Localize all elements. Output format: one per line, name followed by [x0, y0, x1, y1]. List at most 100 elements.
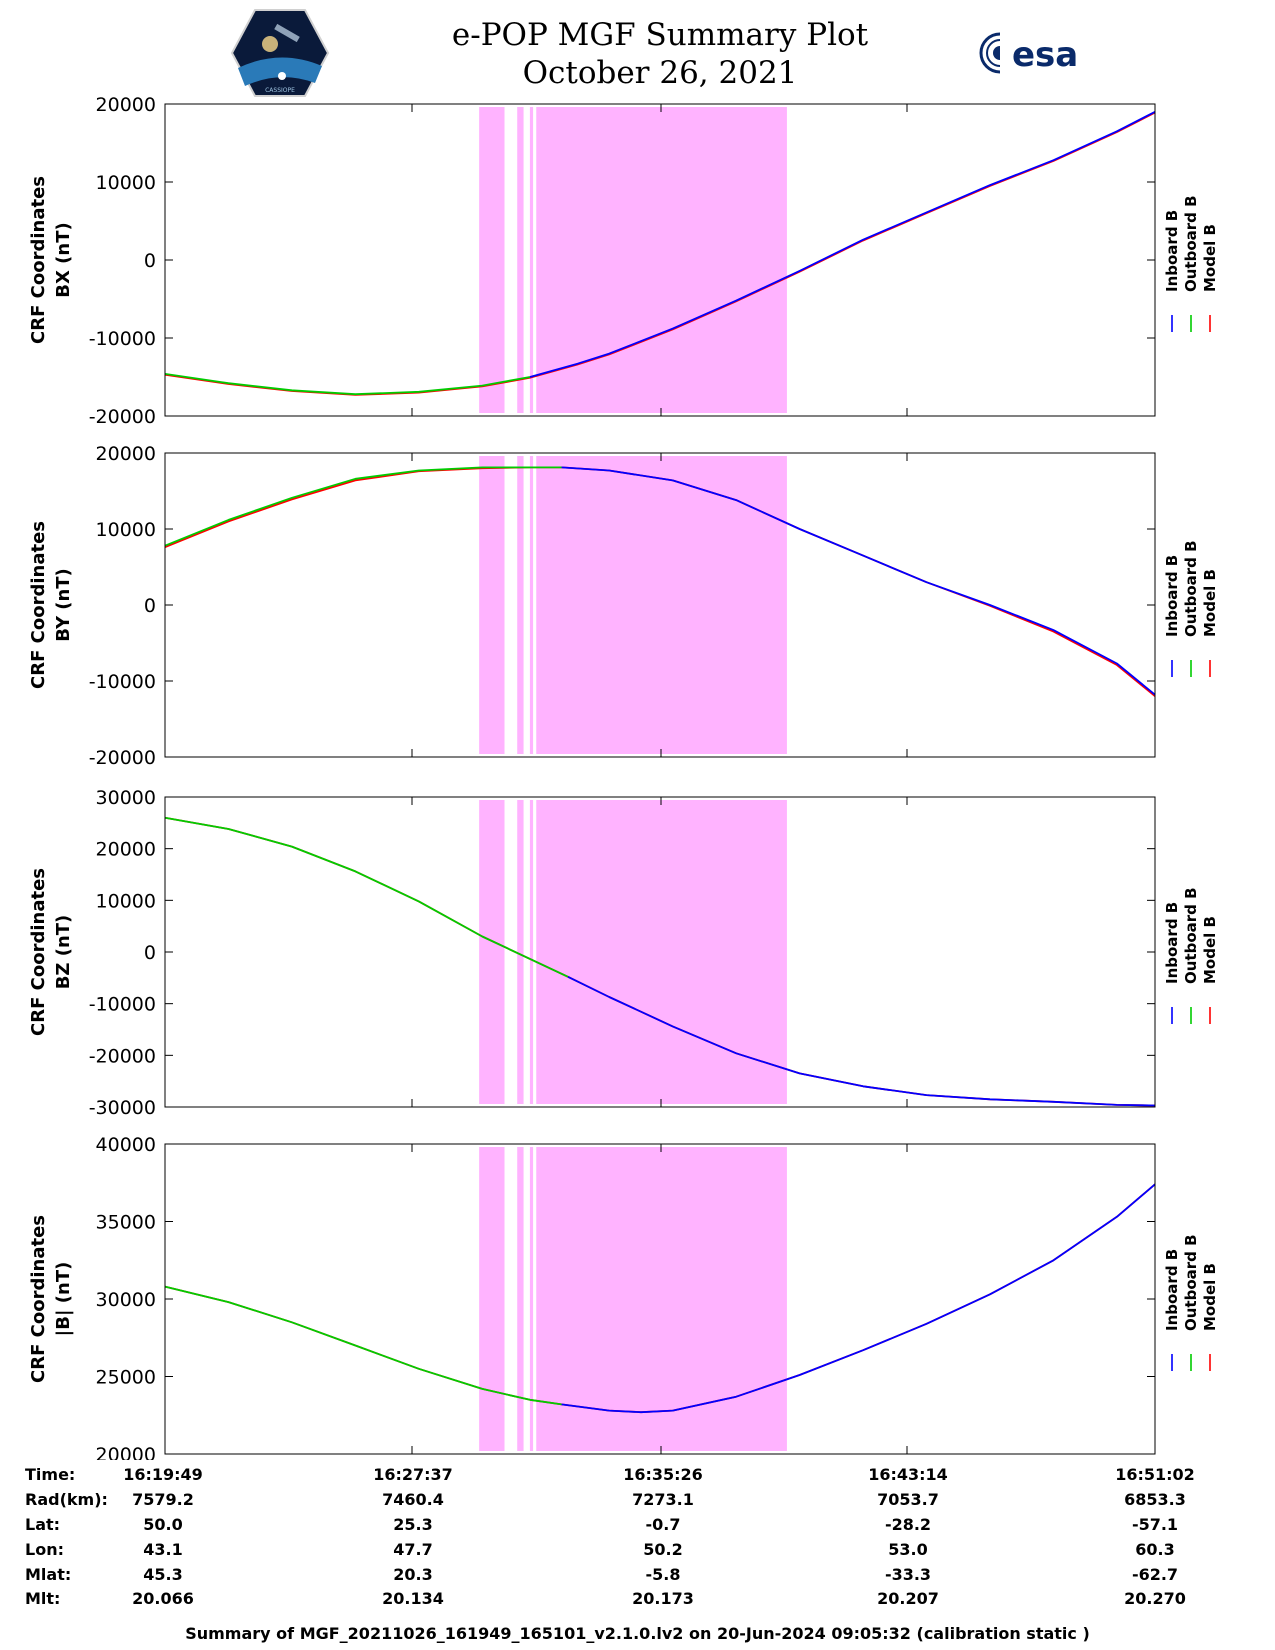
y-tick-label: 20000 [96, 839, 156, 861]
legend-entry: Model B [1201, 916, 1219, 984]
outboard-series-line [164, 373, 531, 396]
shaded-region [517, 800, 524, 1104]
legend-entry: Outboard B [1182, 540, 1200, 637]
y-tick-label: 30000 [96, 1289, 156, 1311]
info-cell: -33.3 [884, 1565, 932, 1584]
inboard-series-line [567, 975, 1156, 1107]
row-label-lon: Lon: [25, 1540, 64, 1559]
info-cell: 47.7 [393, 1540, 433, 1559]
y-tick-label: 25000 [96, 1367, 156, 1389]
shaded-region [536, 107, 787, 413]
row-label-time: Time: [25, 1465, 76, 1484]
cassiope-logo: CASSIOPE [230, 9, 330, 97]
y-tick-label: 40000 [96, 1134, 156, 1156]
info-cell: 16:43:14 [868, 1465, 948, 1484]
shaded-region [517, 456, 524, 754]
legend-entry: Inboard B [1163, 210, 1181, 292]
legend-entry: Outboard B [1182, 887, 1200, 984]
outboard-series-line [164, 466, 562, 547]
shaded-region [479, 107, 505, 413]
info-cell: 7053.7 [877, 1490, 939, 1509]
y-axis-label: CRF Coordinates [28, 176, 49, 344]
info-cell: 25.3 [393, 1515, 433, 1534]
info-cell: 7579.2 [132, 1490, 194, 1509]
y-tick-label: -10000 [89, 328, 156, 350]
info-cell: 20.134 [382, 1589, 444, 1608]
y-axis-label: CRF Coordinates [28, 521, 49, 689]
cassiope-logo-text: CASSIOPE [265, 87, 295, 94]
shaded-region [479, 800, 505, 1104]
y-tick-label: 10000 [96, 172, 156, 194]
shaded-region [536, 800, 787, 1104]
y-tick-label: -20000 [89, 406, 156, 428]
shaded-region [536, 1147, 787, 1451]
info-cell: -28.2 [884, 1515, 932, 1534]
info-cell: -0.7 [645, 1515, 681, 1534]
inboard-series-line [561, 1183, 1156, 1414]
info-cell: 20.173 [632, 1589, 694, 1608]
shaded-region [536, 456, 787, 754]
plot-title: e-POP MGF Summary Plot October 26, 2021 [380, 16, 940, 92]
title-line-1: e-POP MGF Summary Plot [451, 17, 869, 53]
y-tick-label: 0 [144, 595, 156, 617]
info-cell: 45.3 [143, 1565, 183, 1584]
y-axis-label: BY (nT) [53, 568, 74, 642]
row-label-lat: Lat: [25, 1515, 61, 1534]
y-axis-label: BZ (nT) [53, 915, 74, 990]
shaded-region [517, 107, 524, 413]
y-tick-label: 0 [144, 250, 156, 272]
y-tick-label: -20000 [89, 1045, 156, 1067]
esa-logo-text: esa [1012, 35, 1078, 75]
info-cell: 43.1 [143, 1540, 183, 1559]
info-cell: 53.0 [888, 1540, 928, 1559]
info-cell: 16:27:37 [373, 1465, 453, 1484]
y-tick-label: 0 [144, 942, 156, 964]
y-tick-label: 20000 [96, 1444, 156, 1460]
legend-entry: Inboard B [1163, 902, 1181, 984]
shaded-region [479, 1147, 505, 1451]
row-label-mlt: Mlt: [25, 1589, 61, 1608]
info-cell: 50.0 [143, 1515, 183, 1534]
info-cell: 6853.3 [1124, 1490, 1186, 1509]
info-cell: -5.8 [645, 1565, 681, 1584]
legend-entry: Model B [1201, 224, 1219, 292]
y-axis-label: BX (nT) [53, 222, 74, 297]
y-tick-label: -30000 [89, 1097, 156, 1119]
row-label-mlat: Mlat: [25, 1565, 72, 1584]
y-tick-label: 20000 [96, 443, 156, 465]
y-tick-label: -20000 [89, 747, 156, 769]
info-cell: 20.066 [132, 1589, 194, 1608]
shaded-region [479, 456, 505, 754]
info-cell: 7460.4 [382, 1490, 444, 1509]
shaded-region [529, 456, 534, 754]
inboard-series-line [561, 466, 1156, 696]
legend-entry: Inboard B [1163, 1249, 1181, 1331]
y-axis-label: CRF Coordinates [28, 1215, 49, 1383]
y-tick-label: -10000 [89, 994, 156, 1016]
outboard-series-line [164, 816, 569, 978]
y-tick-label: -10000 [89, 671, 156, 693]
info-cell: 7273.1 [632, 1490, 694, 1509]
legend-entry: Model B [1201, 569, 1219, 637]
y-axis-label: CRF Coordinates [28, 868, 49, 1036]
shaded-region [517, 1147, 524, 1451]
legend-entry: Inboard B [1163, 555, 1181, 637]
info-cell: 16:19:49 [123, 1465, 203, 1484]
shaded-region [529, 800, 534, 1104]
info-cell: 60.3 [1135, 1540, 1175, 1559]
y-tick-label: 20000 [96, 94, 156, 116]
esa-logo: esa [979, 32, 1078, 75]
info-cell: 16:35:26 [623, 1465, 703, 1484]
inboard-series-line [529, 110, 1156, 378]
legend-entry: Outboard B [1182, 195, 1200, 292]
info-cell: 20.270 [1124, 1589, 1186, 1608]
shaded-region [529, 107, 534, 413]
footer-summary: Summary of MGF_20211026_161949_165101_v2… [185, 1624, 1090, 1643]
outboard-series-line [164, 1285, 562, 1406]
title-line-2: October 26, 2021 [522, 55, 798, 91]
info-cell: -57.1 [1131, 1515, 1179, 1534]
orbit-info-table: Time: Rad(km): Lat: Lon: Mlat: Mlt: 16:1… [0, 1465, 1275, 1608]
shaded-region [529, 1147, 534, 1451]
y-axis-label: |B| (nT) [53, 1262, 74, 1337]
